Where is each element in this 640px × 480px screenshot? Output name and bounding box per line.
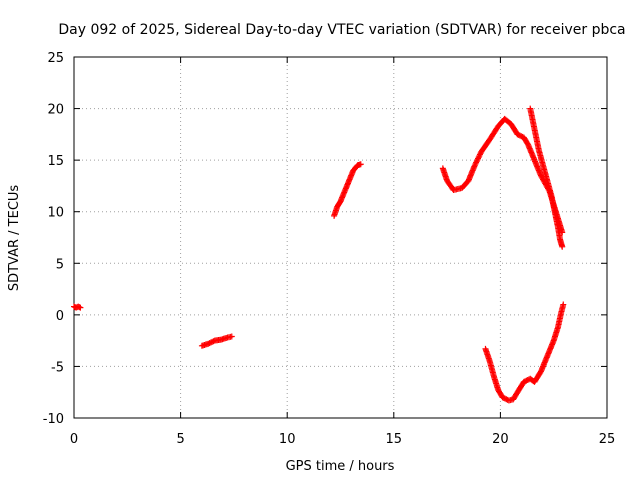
grid xyxy=(74,57,607,418)
axis-ticks: 0 5 10 15 20 25 -10 -5 0 5 10 15 20 25 xyxy=(43,51,616,447)
y-tick-label: -10 xyxy=(43,412,64,427)
data-points xyxy=(71,105,567,404)
y-tick-label: -5 xyxy=(51,360,64,375)
x-tick-label: 25 xyxy=(599,432,616,447)
series-seg-0h xyxy=(71,303,84,311)
x-tick-label: 10 xyxy=(279,432,296,447)
data-point xyxy=(228,333,235,340)
data-point xyxy=(471,162,478,169)
data-point xyxy=(473,158,480,165)
series-seg-12h xyxy=(331,161,364,219)
y-axis-label: SDTVAR / TECUs xyxy=(7,185,22,292)
data-point xyxy=(472,160,479,167)
data-point xyxy=(559,243,566,250)
x-tick-label: 15 xyxy=(386,432,403,447)
x-tick-label: 5 xyxy=(176,432,184,447)
y-tick-label: 25 xyxy=(47,51,64,66)
series-seg-down-21h xyxy=(527,105,566,250)
data-point xyxy=(357,161,364,168)
data-point xyxy=(475,155,482,162)
y-tick-label: 20 xyxy=(47,103,64,118)
y-tick-label: 10 xyxy=(47,206,64,221)
data-point xyxy=(475,154,482,161)
y-tick-label: 0 xyxy=(56,309,64,324)
data-point xyxy=(474,156,481,163)
plot-frame xyxy=(73,56,608,419)
y-tick-label: 15 xyxy=(47,154,64,169)
x-axis-label: GPS time / hours xyxy=(286,459,395,474)
data-point xyxy=(77,304,84,311)
x-tick-label: 20 xyxy=(492,432,509,447)
data-point xyxy=(560,301,567,308)
y-tick-label: 5 xyxy=(56,257,64,272)
data-point xyxy=(473,159,480,166)
series-seg-neg-19h xyxy=(482,301,567,404)
chart-title: Day 092 of 2025, Sidereal Day-to-day VTE… xyxy=(58,22,625,38)
data-point xyxy=(476,151,483,158)
x-tick-label: 0 xyxy=(70,432,78,447)
series-seg-6h xyxy=(198,333,235,349)
data-point xyxy=(476,152,483,159)
